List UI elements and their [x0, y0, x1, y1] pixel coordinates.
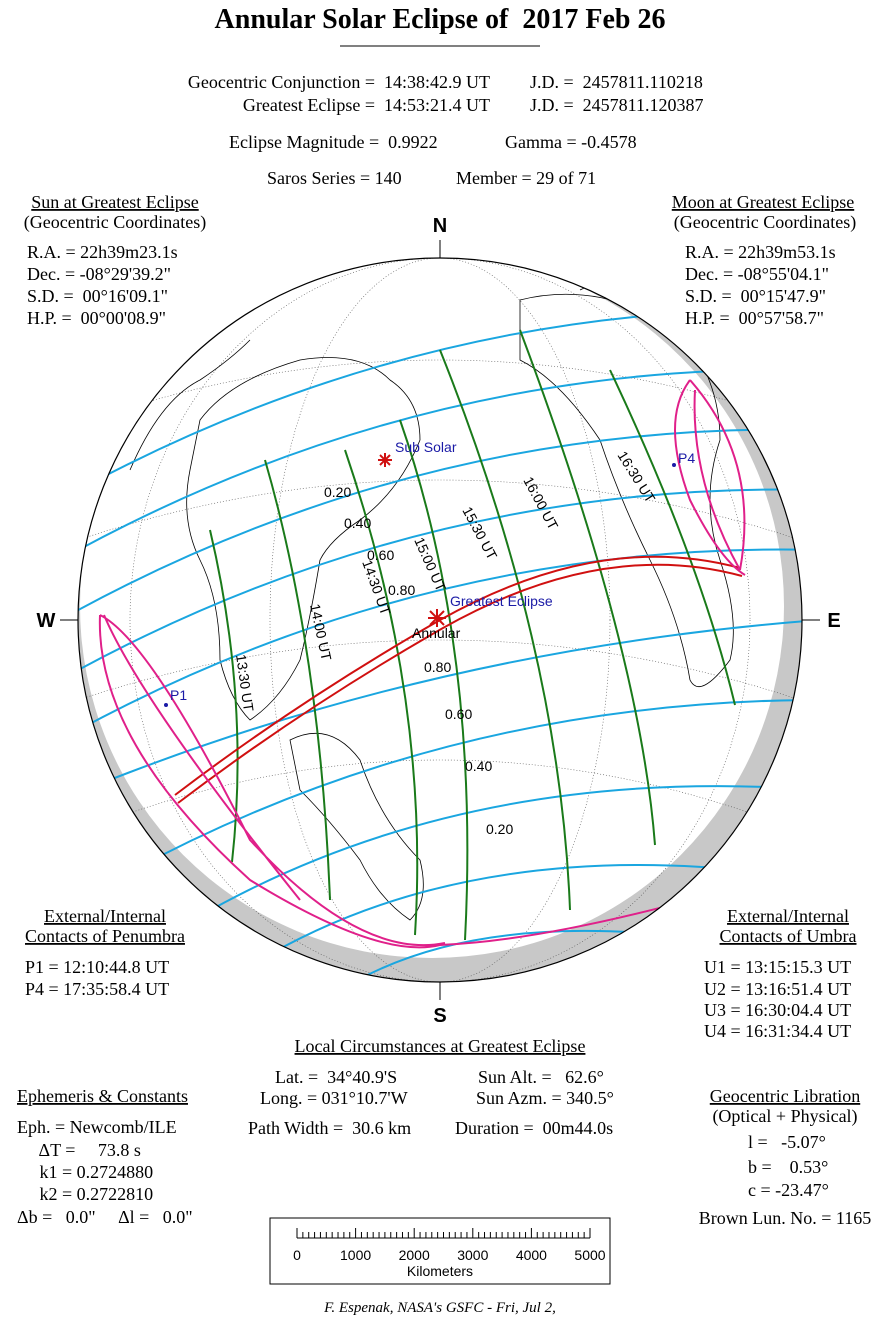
- scale-tick-label: 2000: [399, 1247, 430, 1263]
- brown-number: Brown Lun. No. = 1165: [699, 1208, 871, 1228]
- local-duration: Duration = 00m44.0s: [455, 1118, 613, 1138]
- scale-tick-label: 3000: [457, 1247, 488, 1263]
- libration-line: l = -5.07°: [748, 1132, 826, 1152]
- moon-line: R.A. = 22h39m53.1s: [685, 242, 836, 262]
- magnitude-label: 0.40: [465, 758, 492, 774]
- penumbra-line: P1 = 12:10:44.8 UT: [25, 957, 169, 977]
- umbra-title: Contacts of Umbra: [720, 926, 857, 946]
- libration-line: c = -23.47°: [748, 1180, 829, 1200]
- compass-ticks: [60, 240, 820, 1000]
- local-width: Path Width = 30.6 km: [248, 1118, 411, 1138]
- sun-line: R.A. = 22h39m23.1s: [27, 242, 178, 262]
- title: Annular Solar Eclipse of 2017 Feb 26: [215, 4, 666, 35]
- local-lat: Lat. = 34°40.9'S: [275, 1067, 397, 1087]
- magnitude-curve: [78, 308, 802, 982]
- ephemeris-line: Eph. = Newcomb/ILE: [17, 1117, 177, 1137]
- sub-solar-marker: [378, 453, 392, 467]
- ephemeris-line: k2 = 0.2722810: [17, 1184, 153, 1204]
- libration-subtitle: (Optical + Physical): [712, 1106, 857, 1127]
- ephemeris-line: k1 = 0.2724880: [17, 1162, 153, 1182]
- magnitude-label: 0.40: [344, 515, 371, 531]
- moon-line: S.D. = 00°15'47.9": [685, 286, 826, 306]
- penumbra-title: Contacts of Penumbra: [25, 926, 185, 946]
- libration-line: b = 0.53°: [748, 1157, 828, 1177]
- annular-label: Annular: [412, 625, 461, 641]
- scale-box: [269, 1217, 611, 1285]
- scale-tick-label: 1000: [340, 1247, 371, 1263]
- penumbra-line: P4 = 17:35:58.4 UT: [25, 979, 169, 999]
- greatest-marker: [428, 609, 446, 627]
- umbra-line: U2 = 13:16:51.4 UT: [704, 979, 851, 999]
- scale-label: Kilometers: [407, 1263, 473, 1279]
- sub-solar-label: Sub Solar: [395, 439, 457, 455]
- ephemeris-line: ΔT = 73.8 s: [17, 1140, 141, 1160]
- penumbra-limit: [98, 614, 761, 949]
- umbra-line: U3 = 16:30:04.4 UT: [704, 1000, 851, 1020]
- ephemeris-title: Ephemeris & Constants: [17, 1086, 188, 1106]
- sun-line: S.D. = 00°16'09.1": [27, 286, 168, 306]
- magnitude-label: 0.80: [388, 582, 415, 598]
- umbra-line: U1 = 13:15:15.3 UT: [704, 957, 851, 977]
- greatest: Greatest Eclipse = 14:53:21.4 UT: [243, 95, 490, 115]
- umbra-line: U4 = 16:31:34.4 UT: [704, 1021, 851, 1041]
- libration-title: Geocentric Libration: [710, 1086, 860, 1106]
- local-azm: Sun Azm. = 340.5°: [476, 1088, 614, 1108]
- gamma: Gamma = -0.4578: [505, 132, 637, 152]
- moon-title: Moon at Greatest Eclipse: [672, 192, 854, 212]
- magnitude-label: 0.20: [486, 821, 513, 837]
- local-alt: Sun Alt. = 62.6°: [478, 1067, 604, 1087]
- compass-s: S: [433, 1005, 446, 1027]
- magnitude-label: 0.80: [424, 659, 451, 675]
- moon-line: Dec. = -08°55'04.1": [685, 264, 829, 284]
- umbra-title: External/Internal: [727, 906, 849, 926]
- penumbra-title: External/Internal: [44, 906, 166, 926]
- greatest-label: Greatest Eclipse: [450, 593, 553, 609]
- compass-w: W: [37, 610, 56, 632]
- sun-subtitle: (Geocentric Coordinates): [24, 212, 206, 233]
- footer: F. Espenak, NASA's GSFC - Fri, Jul 2,: [323, 1300, 556, 1316]
- meridian: [269, 258, 611, 982]
- magnitude-label: 0.60: [445, 706, 472, 722]
- p4-label: P4: [678, 450, 695, 466]
- magnitude-label: 0.20: [324, 484, 351, 500]
- ephemeris-line: Δb = 0.0" Δl = 0.0": [17, 1207, 193, 1227]
- time-label: 13:30 UT: [233, 653, 257, 713]
- map-lines: [78, 258, 802, 982]
- conjunction-jd: J.D. = 2457811.110218: [530, 72, 703, 92]
- scale-tick-label: 4000: [516, 1247, 547, 1263]
- moon-line: H.P. = 00°57'58.7": [685, 308, 824, 328]
- meridian: [129, 258, 751, 982]
- local-long: Long. = 031°10.7'W: [260, 1088, 408, 1108]
- conjunction: Geocentric Conjunction = 14:38:42.9 UT: [188, 72, 490, 92]
- member: Member = 29 of 71: [456, 168, 596, 188]
- scale: 0 1000 2000 3000 4000 5000: [293, 1228, 606, 1263]
- penumbra-limit: [674, 379, 746, 576]
- land: [186, 357, 421, 721]
- greatest-jd: J.D. = 2457811.120387: [530, 95, 704, 115]
- sun-line: H.P. = 00°00'08.9": [27, 308, 166, 328]
- moon-subtitle: (Geocentric Coordinates): [674, 212, 856, 233]
- p1-label: P1: [170, 687, 187, 703]
- magnitude-label: 0.60: [367, 547, 394, 563]
- day-side: [80, 254, 784, 958]
- scale-tick-label: 0: [293, 1247, 301, 1263]
- time-line: [209, 329, 736, 941]
- saros: Saros Series = 140: [267, 168, 402, 188]
- compass-n: N: [433, 215, 447, 237]
- compass-e: E: [827, 610, 840, 632]
- p4-point: [672, 463, 676, 467]
- p1-point: [164, 703, 168, 707]
- local-title: Local Circumstances at Greatest Eclipse: [295, 1036, 586, 1056]
- sun-title: Sun at Greatest Eclipse: [31, 192, 198, 212]
- sun-line: Dec. = -08°29'39.2": [27, 264, 171, 284]
- scale-tick-label: 5000: [574, 1247, 605, 1263]
- magnitude: Eclipse Magnitude = 0.9922: [229, 132, 438, 152]
- globe: [77, 254, 803, 983]
